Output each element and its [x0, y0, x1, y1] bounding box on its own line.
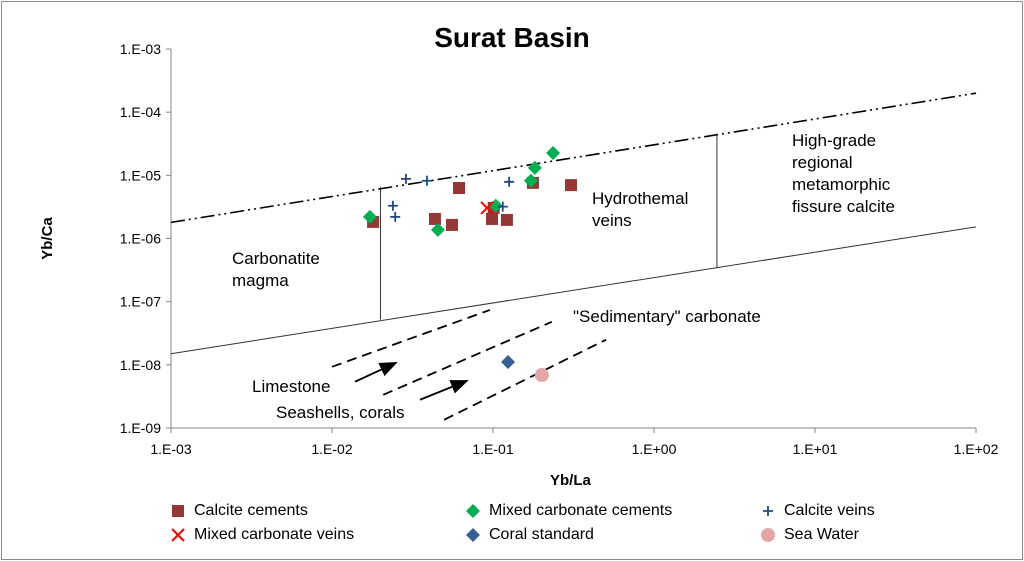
data-point-diamond	[430, 222, 445, 237]
chart-title: Surat Basin	[434, 22, 590, 53]
annotation-limestone: Limestone	[252, 377, 331, 396]
y-tick-label: 1.E-04	[120, 104, 161, 120]
data-point-plus	[504, 176, 515, 187]
annotation-line: Hydrothemal	[592, 189, 689, 208]
dash-dot-reference-line	[170, 92, 977, 224]
annotation-sedimentary: "Sedimentary" carbonate	[573, 307, 761, 326]
legend-item: Mixed carbonate cements	[465, 502, 672, 520]
data-point-diamond	[527, 160, 542, 175]
x-tick-label: 1.E+02	[954, 441, 999, 457]
legend-diamond-icon	[466, 504, 480, 518]
legend-diamond-icon	[466, 528, 480, 542]
legend-marker	[763, 506, 773, 516]
y-tick-label: 1.E-03	[120, 41, 161, 57]
annotation-hydrothermal: Hydrothemal veins	[592, 188, 688, 232]
data-point-square	[500, 213, 513, 226]
data-point-square	[564, 179, 577, 192]
data-point-diamond	[362, 209, 377, 224]
y-tick-label: 1.E-08	[120, 357, 161, 373]
annotation-line: veins	[592, 211, 632, 230]
legend-marker	[761, 528, 775, 542]
dashed-reference-line	[443, 338, 607, 421]
legend-x-icon	[171, 528, 185, 542]
x-tick-label: 1.E-01	[472, 441, 513, 457]
x-tick-label: 1.E+00	[632, 441, 677, 457]
data-point-circle	[534, 368, 549, 383]
x-tick-label: 1.E+01	[793, 441, 838, 457]
data-point-diamond	[546, 145, 561, 160]
legend-label: Mixed carbonate veins	[194, 526, 355, 543]
annotation-carbonatite: Carbonatite magma	[232, 248, 320, 292]
legend-circle-icon	[761, 528, 775, 542]
data-point-plus	[421, 175, 432, 186]
legend-item: Calcite cements	[170, 502, 308, 520]
arrow-reference-line	[419, 379, 469, 401]
data-point-x	[480, 201, 494, 215]
y-tick-label: 1.E-07	[120, 294, 161, 310]
y-tick-label: 1.E-05	[120, 167, 161, 183]
legend-label: Coral standard	[489, 526, 594, 543]
data-point-diamond	[523, 173, 538, 188]
data-point-plus	[400, 173, 411, 184]
legend-plus-icon	[763, 506, 773, 516]
arrow-reference-line	[354, 361, 398, 383]
legend-marker	[172, 505, 184, 517]
data-point-diamond	[501, 354, 516, 369]
legend-label: Mixed carbonate cements	[489, 502, 673, 519]
annotation-seashells: Seashells, corals	[276, 403, 405, 422]
legend-label: Calcite cements	[194, 502, 308, 519]
legend-label: Calcite veins	[784, 502, 875, 519]
legend-item: Mixed carbonate veins	[170, 526, 354, 544]
annotation-metamorphic: High-grade regional metamorphic fissure …	[792, 130, 895, 218]
legend-item: Sea Water	[760, 526, 859, 544]
data-point-plus	[387, 200, 398, 211]
annotation-line: regional	[792, 153, 853, 172]
dashed-reference-line	[382, 320, 553, 396]
legend-marker	[466, 528, 480, 542]
data-point-square	[486, 212, 499, 225]
solid-reference-line	[170, 226, 977, 355]
legend-label: Sea Water	[784, 526, 859, 543]
annotation-line: magma	[232, 271, 289, 290]
legend-item: Coral standard	[465, 526, 594, 544]
legend-marker	[466, 504, 480, 518]
data-point-square	[445, 218, 458, 231]
annotation-line: metamorphic	[792, 175, 891, 194]
data-point-plus	[497, 201, 508, 212]
y-tick-label: 1.E-06	[120, 231, 161, 247]
data-point-square	[453, 182, 466, 195]
data-point-square	[428, 212, 441, 225]
dashed-reference-line	[331, 309, 491, 368]
data-point-plus	[390, 211, 401, 222]
annotation-line: Carbonatite	[232, 249, 320, 268]
x-tick-label: 1.E-03	[150, 441, 191, 457]
x-tick-label: 1.E-02	[311, 441, 352, 457]
x-axis-label: Yb/La	[550, 472, 591, 489]
legend-marker	[171, 528, 185, 542]
annotation-line: High-grade	[792, 131, 877, 150]
annotation-line: fissure calcite	[792, 197, 895, 216]
legend-square-icon	[172, 505, 184, 517]
legend-item: Calcite veins	[760, 502, 875, 520]
y-tick-label: 1.E-09	[120, 420, 161, 436]
y-axis-label: Yb/Ca	[38, 217, 56, 260]
